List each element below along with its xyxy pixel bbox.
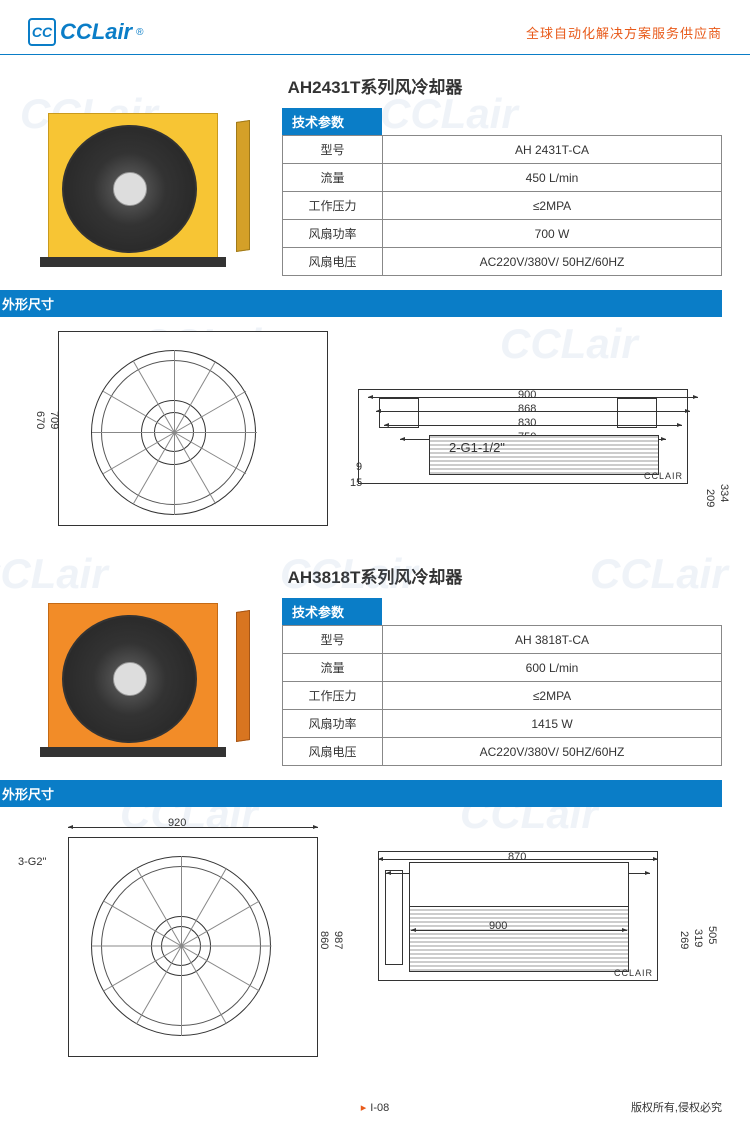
- table-row: 流量600 L/min: [283, 654, 722, 682]
- product2-image: [28, 598, 258, 758]
- dim-label: 670: [34, 411, 46, 429]
- product1-dims: 670 709 900 868 830 750 2-G1-1/2" CCLAIR: [28, 331, 722, 541]
- dim-label: 319: [692, 929, 704, 947]
- spec-header: 技术参数: [282, 598, 382, 625]
- table-row: 风扇电压AC220V/380V/ 50HZ/60HZ: [283, 738, 722, 766]
- thread-label: 3-G2": [18, 856, 46, 868]
- dim-label: 334: [718, 484, 730, 502]
- dims-header-1: 外形尺寸: [0, 290, 722, 317]
- table-row: 型号AH 2431T-CA: [283, 136, 722, 164]
- front-view-1: 670 709: [28, 331, 328, 541]
- logo-registered: ®: [136, 27, 143, 38]
- slogan: 全球自动化解决方案服务供应商: [526, 23, 722, 42]
- table-row: 流量450 L/min: [283, 164, 722, 192]
- dim-label: 209: [704, 489, 716, 507]
- product2-dims: 920 3-G2" 860 987 870 840: [28, 821, 722, 1071]
- page-container: CCLair CCLair CCLair CCLair CCLair CCLai…: [0, 0, 750, 1133]
- logo-text: CCLair: [60, 19, 132, 45]
- thread-label: 2-G1-1/2": [449, 440, 505, 455]
- page-header: CC CCLair ® 全球自动化解决方案服务供应商: [28, 18, 722, 46]
- table-row: 工作压力≤2MPA: [283, 192, 722, 220]
- logo: CC CCLair ®: [28, 18, 144, 46]
- dim-label: 860: [318, 931, 330, 949]
- dim-label: 505: [706, 926, 718, 944]
- table-row: 风扇功率700 W: [283, 220, 722, 248]
- dim-label: 9: [356, 461, 362, 473]
- front-view-2: 920 3-G2" 860 987: [28, 821, 348, 1071]
- table-row: 工作压力≤2MPA: [283, 682, 722, 710]
- brand-mark: CCLAIR: [614, 968, 653, 978]
- dim-label: 269: [678, 931, 690, 949]
- product1-spec-table: 技术参数 型号AH 2431T-CA 流量450 L/min 工作压力≤2MPA…: [282, 108, 722, 276]
- product2-spec-table: 技术参数 型号AH 3818T-CA 流量600 L/min 工作压力≤2MPA…: [282, 598, 722, 766]
- product1-title: AH2431T系列风冷却器: [28, 73, 722, 98]
- dim-label: 987: [332, 931, 344, 949]
- page-number: ▸I-08: [361, 1101, 390, 1114]
- spec-header: 技术参数: [282, 108, 382, 135]
- header-rule: [0, 54, 750, 55]
- table-row: 型号AH 3818T-CA: [283, 626, 722, 654]
- brand-mark: CCLAIR: [644, 471, 683, 481]
- product1-image: [28, 108, 258, 268]
- product1-row: 技术参数 型号AH 2431T-CA 流量450 L/min 工作压力≤2MPA…: [28, 108, 722, 276]
- logo-icon: CC: [28, 18, 56, 46]
- side-view-1: 900 868 830 750 2-G1-1/2" CCLAIR 9 15 20…: [358, 331, 722, 541]
- side-view-2: 870 840 900 CCLAIR 269 319 505: [378, 821, 722, 1071]
- dim-label: 15: [350, 477, 362, 489]
- table-row: 风扇电压AC220V/380V/ 50HZ/60HZ: [283, 248, 722, 276]
- copyright: 版权所有,侵权必究: [389, 1099, 722, 1115]
- page-footer: ▸I-08 版权所有,侵权必究: [28, 1093, 722, 1121]
- product2-row: 技术参数 型号AH 3818T-CA 流量600 L/min 工作压力≤2MPA…: [28, 598, 722, 766]
- table-row: 风扇功率1415 W: [283, 710, 722, 738]
- dim-label: 709: [48, 411, 60, 429]
- dims-header-2: 外形尺寸: [0, 780, 722, 807]
